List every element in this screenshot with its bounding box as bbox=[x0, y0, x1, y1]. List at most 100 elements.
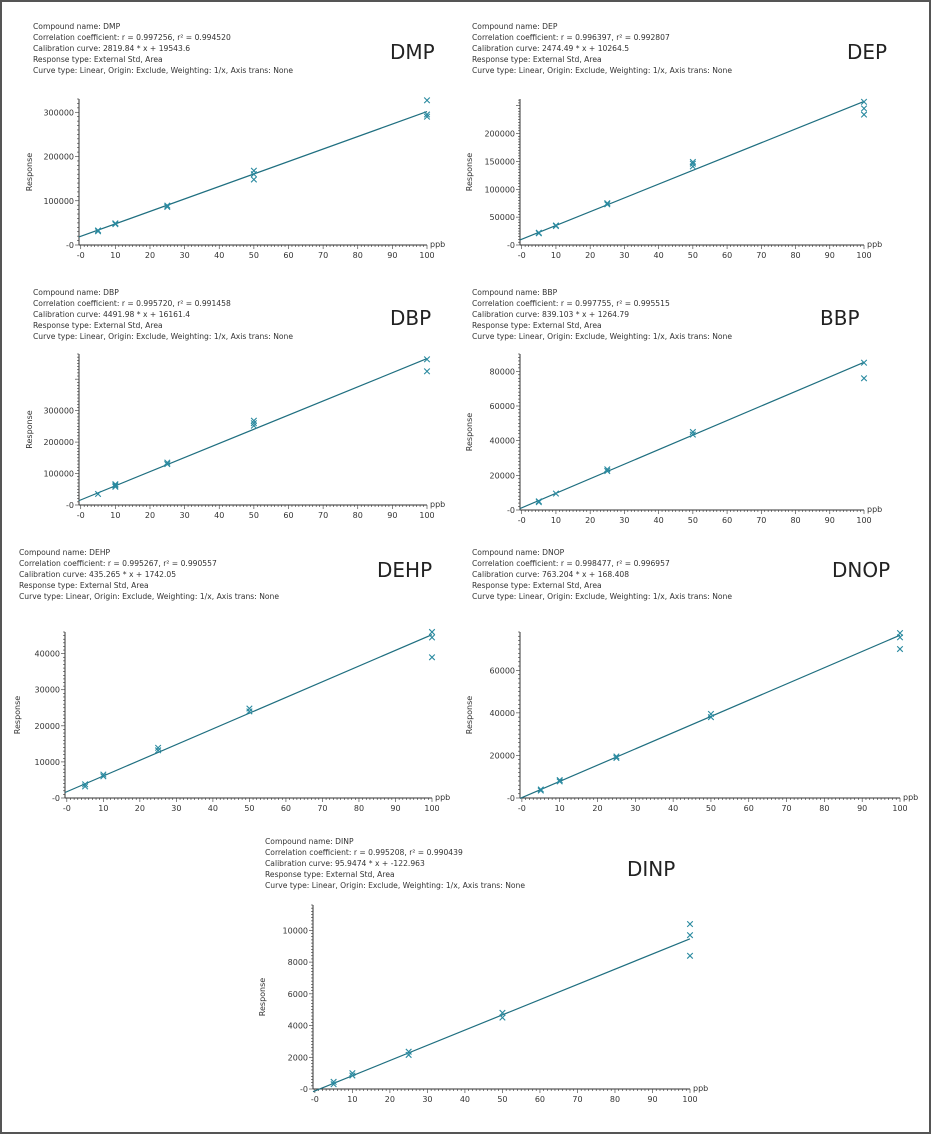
data-point-marker bbox=[535, 498, 543, 505]
chart-bbp: -0 10 20 30 40 50 60 70 80 90 100 -0 20000 40000 60000… bbox=[465, 353, 882, 525]
y-tick-label: 10000 bbox=[283, 926, 308, 935]
data-point-marker bbox=[154, 744, 162, 752]
info-line: Compound name: DNOP bbox=[472, 548, 565, 557]
y-tick-label: 20000 bbox=[490, 751, 515, 760]
data-point-marker bbox=[250, 417, 258, 424]
info-line: Response type: External Std, Area bbox=[472, 321, 602, 330]
y-tick-label: -0 bbox=[66, 241, 74, 250]
marker-stroke bbox=[330, 1081, 337, 1088]
info-line: Correlation coefficient: r = 0.997755, r… bbox=[472, 299, 670, 308]
marker-stroke bbox=[423, 111, 431, 118]
data-point-marker bbox=[860, 359, 868, 366]
x-tick-label: 100 bbox=[856, 251, 871, 260]
marker-stroke bbox=[686, 952, 694, 959]
x-tick-label: 10 bbox=[110, 251, 120, 260]
data-point-marker bbox=[604, 200, 611, 207]
x-tick-label: 90 bbox=[825, 516, 835, 525]
data-point-marker bbox=[689, 160, 697, 167]
data-point-marker bbox=[423, 111, 431, 118]
info-line: Calibration curve: 839.103 * x + 1264.79 bbox=[472, 310, 630, 319]
data-point-marker bbox=[428, 628, 436, 636]
x-tick-label: 90 bbox=[825, 251, 835, 260]
data-point-marker bbox=[94, 228, 102, 235]
x-tick-label: 50 bbox=[249, 511, 259, 520]
y-tick-label: -0 bbox=[300, 1085, 308, 1094]
x-tick-label: 90 bbox=[390, 804, 400, 813]
data-point-marker bbox=[556, 778, 563, 785]
y-tick-label: 2000 bbox=[288, 1053, 308, 1062]
marker-stroke bbox=[689, 158, 697, 166]
info-line: Compound name: DEHP bbox=[19, 548, 111, 557]
data-point-marker bbox=[423, 356, 431, 363]
x-tick-label: 80 bbox=[790, 516, 800, 525]
marker-stroke bbox=[613, 754, 620, 762]
marker-stroke bbox=[423, 97, 431, 104]
info-line: Response type: External Std, Area bbox=[33, 55, 163, 64]
x-tick-label: 80 bbox=[353, 251, 363, 260]
data-point-marker bbox=[613, 754, 620, 762]
x-tick-label: 30 bbox=[619, 516, 629, 525]
x-tick-label: 50 bbox=[244, 804, 254, 813]
x-tick-label: 50 bbox=[688, 516, 698, 525]
data-point-marker bbox=[686, 920, 694, 928]
x-tick-label: 40 bbox=[654, 251, 664, 260]
y-tick-label: 40000 bbox=[490, 437, 515, 446]
x-tick-label: -0 bbox=[63, 804, 71, 813]
x-tick-label: -0 bbox=[77, 511, 85, 520]
info-line: Compound name: BBP bbox=[472, 288, 558, 297]
data-point-marker bbox=[349, 1069, 356, 1077]
marker-stroke bbox=[860, 111, 868, 118]
data-point-marker bbox=[405, 1048, 412, 1055]
calibration-fit-line bbox=[312, 938, 691, 1093]
info-line: Curve type: Linear, Origin: Exclude, Wei… bbox=[472, 592, 733, 601]
y-tick-label: 10000 bbox=[35, 758, 60, 767]
data-point-marker bbox=[100, 771, 107, 778]
calibration-fit-line bbox=[64, 634, 433, 794]
data-point-marker bbox=[164, 460, 171, 468]
info-line: Response type: External Std, Area bbox=[472, 581, 602, 590]
x-tick-label: 60 bbox=[283, 511, 293, 520]
marker-stroke bbox=[686, 920, 694, 928]
marker-stroke bbox=[604, 201, 611, 208]
data-point-marker bbox=[250, 420, 258, 427]
y-tick-label: 300000 bbox=[43, 108, 74, 117]
x-tick-label: 30 bbox=[180, 511, 190, 520]
y-tick-label: 30000 bbox=[35, 686, 60, 695]
marker-stroke bbox=[707, 710, 715, 718]
data-point-marker bbox=[164, 202, 171, 209]
marker-stroke bbox=[94, 490, 102, 498]
chart-title: DMP bbox=[390, 40, 435, 64]
marker-stroke bbox=[164, 459, 171, 466]
marker-stroke bbox=[330, 1078, 337, 1086]
data-point-marker bbox=[423, 368, 431, 375]
data-point-marker bbox=[707, 710, 715, 718]
y-tick-label: 60000 bbox=[490, 402, 515, 411]
info-line: Curve type: Linear, Origin: Exclude, Wei… bbox=[33, 66, 294, 75]
y-tick-label: -0 bbox=[52, 794, 60, 803]
info-line: Compound name: DMP bbox=[33, 22, 121, 31]
calibration-fit-line bbox=[78, 111, 428, 238]
data-point-marker bbox=[860, 105, 868, 112]
chart-title: BBP bbox=[820, 306, 860, 330]
data-point-marker bbox=[112, 483, 119, 490]
x-tick-label: 20 bbox=[145, 251, 155, 260]
x-tick-label: 20 bbox=[585, 516, 595, 525]
y-tick-label: 300000 bbox=[43, 407, 74, 416]
data-point-marker bbox=[499, 1014, 506, 1021]
data-point-marker bbox=[81, 783, 89, 790]
x-axis-label: ppb bbox=[693, 1084, 708, 1093]
data-point-marker bbox=[896, 629, 904, 637]
x-tick-label: 30 bbox=[619, 251, 629, 260]
marker-stroke bbox=[428, 634, 436, 641]
x-tick-label: 20 bbox=[385, 1095, 395, 1104]
x-tick-label: 20 bbox=[585, 251, 595, 260]
marker-stroke bbox=[556, 776, 563, 784]
marker-stroke bbox=[81, 781, 89, 788]
marker-stroke bbox=[860, 359, 868, 366]
x-tick-label: -0 bbox=[518, 516, 526, 525]
marker-stroke bbox=[689, 428, 697, 436]
y-tick-label: 80000 bbox=[490, 367, 515, 376]
x-tick-label: 80 bbox=[610, 1095, 620, 1104]
data-point-marker bbox=[349, 1072, 356, 1079]
